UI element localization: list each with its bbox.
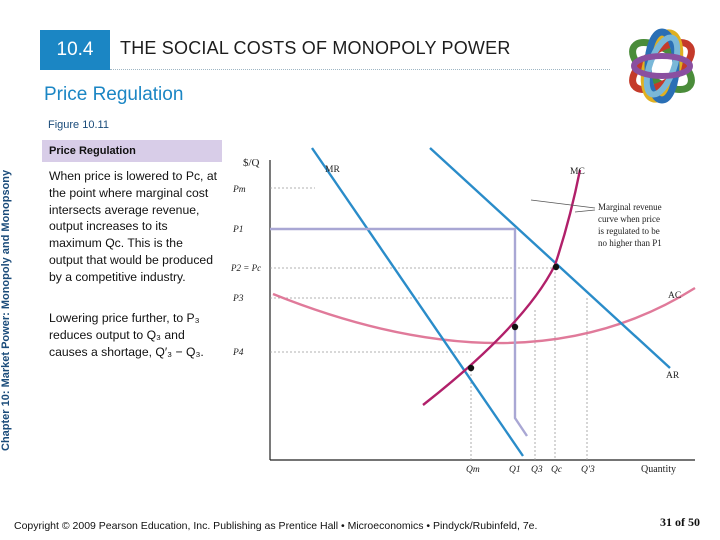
quantity-label-q3: Q3 — [531, 465, 543, 475]
regulated-mr-curve — [270, 227, 528, 437]
title-divider — [110, 69, 610, 70]
chapter-side-label: Chapter 10: Market Power: Monopoly and M… — [0, 169, 12, 451]
ar-curve — [429, 147, 671, 369]
mr-label: MR — [325, 165, 340, 175]
price-label-p1: P1 — [232, 225, 244, 235]
ac-curve — [272, 286, 696, 345]
mc-curve — [422, 169, 582, 406]
mc-label: MC — [570, 167, 585, 177]
price-label-p3: P3 — [232, 294, 244, 304]
section-number: 10.4 — [40, 30, 110, 70]
explanation-paragraph-1: When price is lowered to Pᴄ, at the poin… — [49, 169, 217, 284]
quantity-label-qc: Qc — [551, 465, 563, 475]
mc-mr-intersection — [467, 364, 475, 372]
textbox-title: Price Regulation — [42, 140, 222, 162]
annotation-leader-1 — [530, 199, 596, 209]
ar-label: AR — [666, 371, 680, 381]
mc-ar-intersection — [552, 263, 560, 271]
explanation-paragraph-2: Lowering price further, to P₃ reduces ou… — [49, 311, 204, 359]
copyright-footer: Copyright © 2009 Pearson Education, Inc.… — [14, 520, 538, 532]
price-label-pm: Pm — [232, 185, 246, 195]
quantity-label-q3-prime: Q′3 — [581, 465, 595, 475]
annotation-text: Marginal revenue curve when price is reg… — [598, 202, 664, 248]
rings-logo-icon — [629, 28, 695, 104]
slide-title: THE SOCIAL COSTS OF MONOPOLY POWER — [120, 38, 511, 58]
p3-point — [511, 323, 519, 331]
price-label-pc: P2 = Pc — [230, 263, 261, 273]
price-label-p4: P4 — [232, 348, 244, 358]
quantity-label-q1: Q1 — [509, 465, 521, 475]
annotation-leader-2 — [574, 209, 596, 213]
ac-label: AC — [668, 291, 681, 301]
figure-label: Figure 10.11 — [48, 119, 109, 131]
x-axis-label: Quantity — [641, 464, 676, 475]
mr-curve — [311, 147, 524, 457]
quantity-label-qm: Qm — [466, 465, 480, 475]
y-axis-label: $/Q — [243, 157, 260, 169]
price-regulation-diagram: $/Q Quantity Pm P1 P2 = Pc P3 P4 Qm Q1 Q… — [230, 147, 696, 475]
page-number: 31 of 50 — [660, 515, 700, 529]
section-subtitle: Price Regulation — [44, 84, 184, 105]
